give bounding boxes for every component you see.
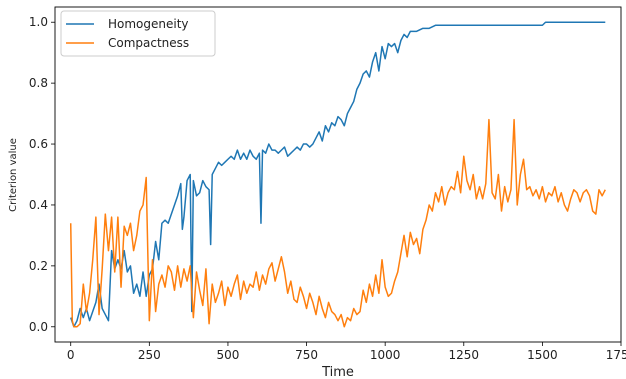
y-tick-label: 0.6 — [29, 137, 48, 151]
x-axis-label: Time — [321, 365, 354, 379]
y-axis-label: Criterion value — [8, 138, 19, 212]
legend: Homogeneity Compactness — [60, 10, 216, 57]
y-tick-label: 1.0 — [29, 15, 48, 29]
x-tick-label: 500 — [216, 348, 239, 362]
plot-frame — [54, 6, 622, 343]
x-tick-label: 1250 — [449, 348, 480, 362]
x-tick-label: 1000 — [370, 348, 401, 362]
x-tick-label: 1500 — [527, 348, 558, 362]
y-tick-label: 0.4 — [29, 198, 48, 212]
x-tick-label: 750 — [295, 348, 318, 362]
series-line-homogeneity — [70, 21, 606, 328]
legend-label-homogeneity: Homogeneity — [108, 17, 189, 31]
plot-lines — [69, 21, 606, 328]
y-axis: 0.0 0.2 0.4 0.6 0.8 1.0 — [29, 15, 55, 334]
x-tick-label: 0 — [67, 348, 75, 362]
y-tick-label: 0.2 — [29, 259, 48, 273]
y-tick-label: 0.0 — [29, 320, 48, 334]
legend-box — [60, 10, 216, 57]
x-tick-label: 250 — [138, 348, 161, 362]
y-tick-label: 0.8 — [29, 76, 48, 90]
series-line-compactness — [69, 118, 606, 328]
legend-label-compactness: Compactness — [108, 36, 189, 50]
